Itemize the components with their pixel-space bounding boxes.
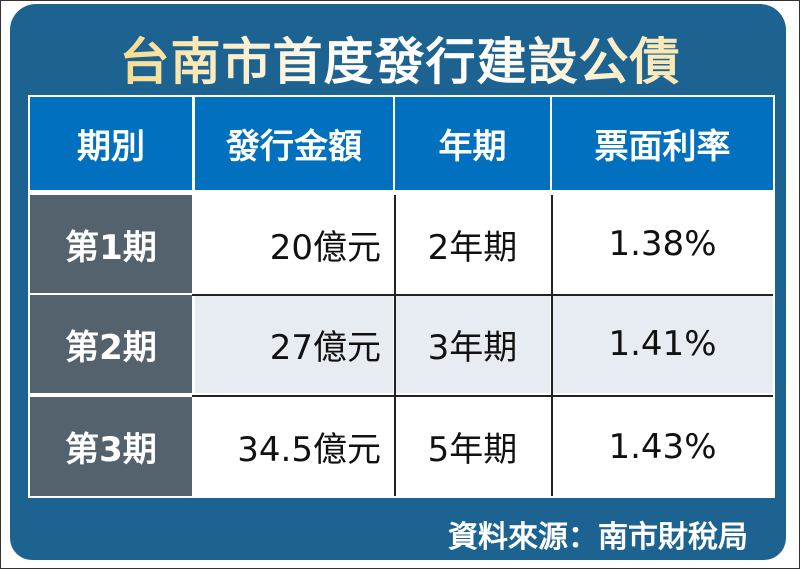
column-header: 發行金額: [195, 97, 393, 190]
table-cell: 27億元: [195, 295, 393, 393]
table-cell: 3年期: [395, 295, 550, 393]
row-divider: [192, 294, 773, 296]
row-divider: [192, 395, 773, 397]
row-label: 第2期: [30, 295, 192, 393]
source-note: 資料來源：南市財稅局: [448, 520, 748, 555]
column-header: 票面利率: [552, 97, 773, 190]
bond-table: 期別 發行金額 年期 票面利率 第1期 20億元 2年期 1.38% 第2期 27億元 3年期 1.4…: [28, 95, 775, 498]
table-cell: 2年期: [427, 227, 518, 268]
table-cell: 1.43%: [608, 426, 717, 467]
table-cell: 5年期: [427, 430, 518, 470]
infographic-title: 台南市首度發行建設公債: [0, 22, 800, 94]
table-cell: 20億元: [269, 227, 381, 268]
column-divider: [394, 195, 396, 496]
row-label: 第1期: [30, 195, 192, 293]
table-cell: 34.5億元: [237, 430, 381, 470]
row-label: 第3期: [30, 397, 192, 496]
column-divider: [551, 195, 553, 496]
column-header: 年期: [395, 97, 550, 190]
table-cell: 1.41%: [552, 295, 773, 393]
column-header: 期別: [30, 97, 192, 190]
table-cell: 1.38%: [608, 224, 717, 264]
